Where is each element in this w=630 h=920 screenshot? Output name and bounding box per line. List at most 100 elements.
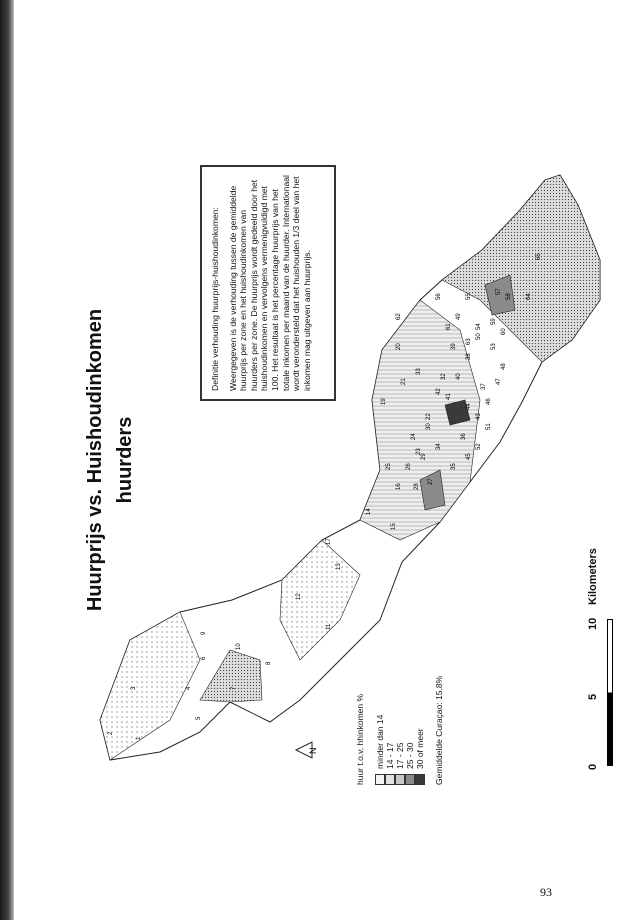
page-title: Huurprijs vs. Huishoudinkomen huurders bbox=[84, 308, 136, 612]
zone-label: 24 bbox=[411, 433, 417, 440]
zone-label: 32 bbox=[441, 373, 447, 380]
scale-tick-0: 0 bbox=[587, 763, 599, 770]
map-legend: huur t.o.v. hhinkomen % minder dan 14 14… bbox=[355, 655, 465, 785]
zone-label: 35 bbox=[451, 463, 457, 470]
zone-label: 14 bbox=[366, 508, 372, 515]
zone-label: 58 bbox=[506, 293, 512, 300]
zone-label: 40 bbox=[456, 373, 462, 380]
definition-box: Definitie verhouding huurprijs-huishoudi… bbox=[200, 165, 336, 401]
scale-bar: 0 5 10 Kilometers bbox=[585, 548, 625, 770]
zone-label: 60 bbox=[501, 328, 507, 335]
zone-25-30 bbox=[419, 469, 446, 511]
zone-label: 64 bbox=[526, 293, 532, 300]
zone-label: 53 bbox=[491, 343, 497, 350]
zone-label: 25 bbox=[386, 463, 392, 470]
zone-label: 13 bbox=[336, 563, 342, 570]
zone-label: 42 bbox=[436, 388, 442, 395]
legend-item: 17 - 25 bbox=[395, 655, 405, 785]
zone-label: 55 bbox=[466, 293, 472, 300]
legend-item: 14 - 17 bbox=[385, 655, 395, 785]
legend-swatch bbox=[395, 774, 405, 785]
zone-label: 43 bbox=[476, 413, 482, 420]
scale-tick-10: 10 bbox=[587, 617, 599, 630]
scale-tick-5: 5 bbox=[587, 693, 599, 700]
legend-swatch bbox=[375, 774, 385, 785]
zone-label: 44 bbox=[466, 403, 472, 410]
zone-label: 12 bbox=[296, 593, 302, 600]
zone-label: 28 bbox=[414, 483, 420, 490]
zone-label: 6 bbox=[201, 656, 207, 660]
zone-11 bbox=[279, 539, 361, 661]
zone-label: 36 bbox=[461, 433, 467, 440]
zone-label: 62 bbox=[396, 313, 402, 320]
legend-label: 17 - 25 bbox=[395, 742, 405, 769]
zone-label: 63 bbox=[466, 338, 472, 345]
zone-label: 34 bbox=[436, 443, 442, 450]
zone-label: 16 bbox=[396, 483, 402, 490]
zone-east bbox=[441, 174, 601, 363]
zone-label: 57 bbox=[496, 288, 502, 295]
zone-label: 21 bbox=[401, 378, 407, 385]
zone-label: 22 bbox=[426, 413, 432, 420]
zone-west bbox=[99, 611, 201, 761]
scale-unit: Kilometers bbox=[587, 548, 599, 605]
zone-label: 61 bbox=[446, 323, 452, 330]
zone-label: 59 bbox=[491, 318, 497, 325]
zone-label: 5 bbox=[196, 716, 202, 720]
zone-label: 4 bbox=[186, 686, 192, 690]
legend-label: minder dan 14 bbox=[375, 714, 385, 769]
zone-central bbox=[359, 299, 481, 541]
north-arrow: N bbox=[294, 741, 318, 759]
zone-7 bbox=[199, 649, 263, 703]
page-number: 93 bbox=[540, 885, 552, 899]
zone-63 bbox=[484, 274, 516, 316]
legend-swatch bbox=[385, 774, 395, 785]
zone-label: 17 bbox=[326, 538, 332, 545]
zone-label: 30 bbox=[426, 423, 432, 430]
zone-label: 15 bbox=[391, 523, 397, 530]
zone-label: 7 bbox=[231, 686, 237, 690]
legend-swatch bbox=[405, 774, 415, 785]
definition-body: Weergegeven is de verhouding tussen de g… bbox=[227, 175, 312, 391]
zone-label: 2 bbox=[108, 731, 114, 735]
legend-label: 14 - 17 bbox=[385, 742, 395, 769]
legend-item: 30 of meer bbox=[415, 655, 425, 785]
zone-label: 29 bbox=[421, 453, 427, 460]
zone-label: 37 bbox=[481, 383, 487, 390]
north-label: N bbox=[308, 748, 318, 755]
legend-swatch bbox=[415, 774, 425, 785]
legend-average: Gemiddelde Curaçao: 15.8% bbox=[434, 675, 444, 785]
zone-label: 8 bbox=[266, 661, 272, 665]
zone-label: 19 bbox=[381, 398, 387, 405]
zone-label: 3 bbox=[131, 686, 137, 690]
legend-label: 30 of meer bbox=[415, 728, 425, 769]
zone-label: 33 bbox=[416, 368, 422, 375]
zone-label: 47 bbox=[496, 378, 502, 385]
zone-label: 26 bbox=[406, 463, 412, 470]
legend-item: 25 - 30 bbox=[405, 655, 415, 785]
legend-title: huur t.o.v. hhinkomen % bbox=[355, 693, 365, 785]
zone-label: 20 bbox=[396, 343, 402, 350]
definition-heading: Definitie verhouding huurprijs-huishoudi… bbox=[210, 207, 220, 391]
zone-label: 39 bbox=[451, 343, 457, 350]
legend-item: minder dan 14 bbox=[375, 655, 385, 785]
zone-30plus bbox=[444, 399, 471, 426]
zone-label: 49 bbox=[456, 313, 462, 320]
zone-label: 38 bbox=[466, 353, 472, 360]
zone-label: 23 bbox=[416, 448, 422, 455]
zone-label: 65 bbox=[536, 253, 542, 260]
scale-bar-graphic bbox=[607, 619, 613, 766]
zone-label: 48 bbox=[501, 363, 507, 370]
zone-label: 52 bbox=[476, 443, 482, 450]
zone-label: 10 bbox=[236, 643, 242, 650]
zone-label: 51 bbox=[486, 423, 492, 430]
zone-label: 9 bbox=[201, 631, 207, 635]
zone-label: 41 bbox=[446, 393, 452, 400]
zone-label: 56 bbox=[436, 293, 442, 300]
zone-label: 1 bbox=[136, 736, 142, 740]
zone-label: 27 bbox=[428, 478, 434, 485]
legend-label: 25 - 30 bbox=[405, 742, 415, 769]
book-binding-shadow bbox=[0, 0, 14, 920]
zone-label: 45 bbox=[466, 453, 472, 460]
